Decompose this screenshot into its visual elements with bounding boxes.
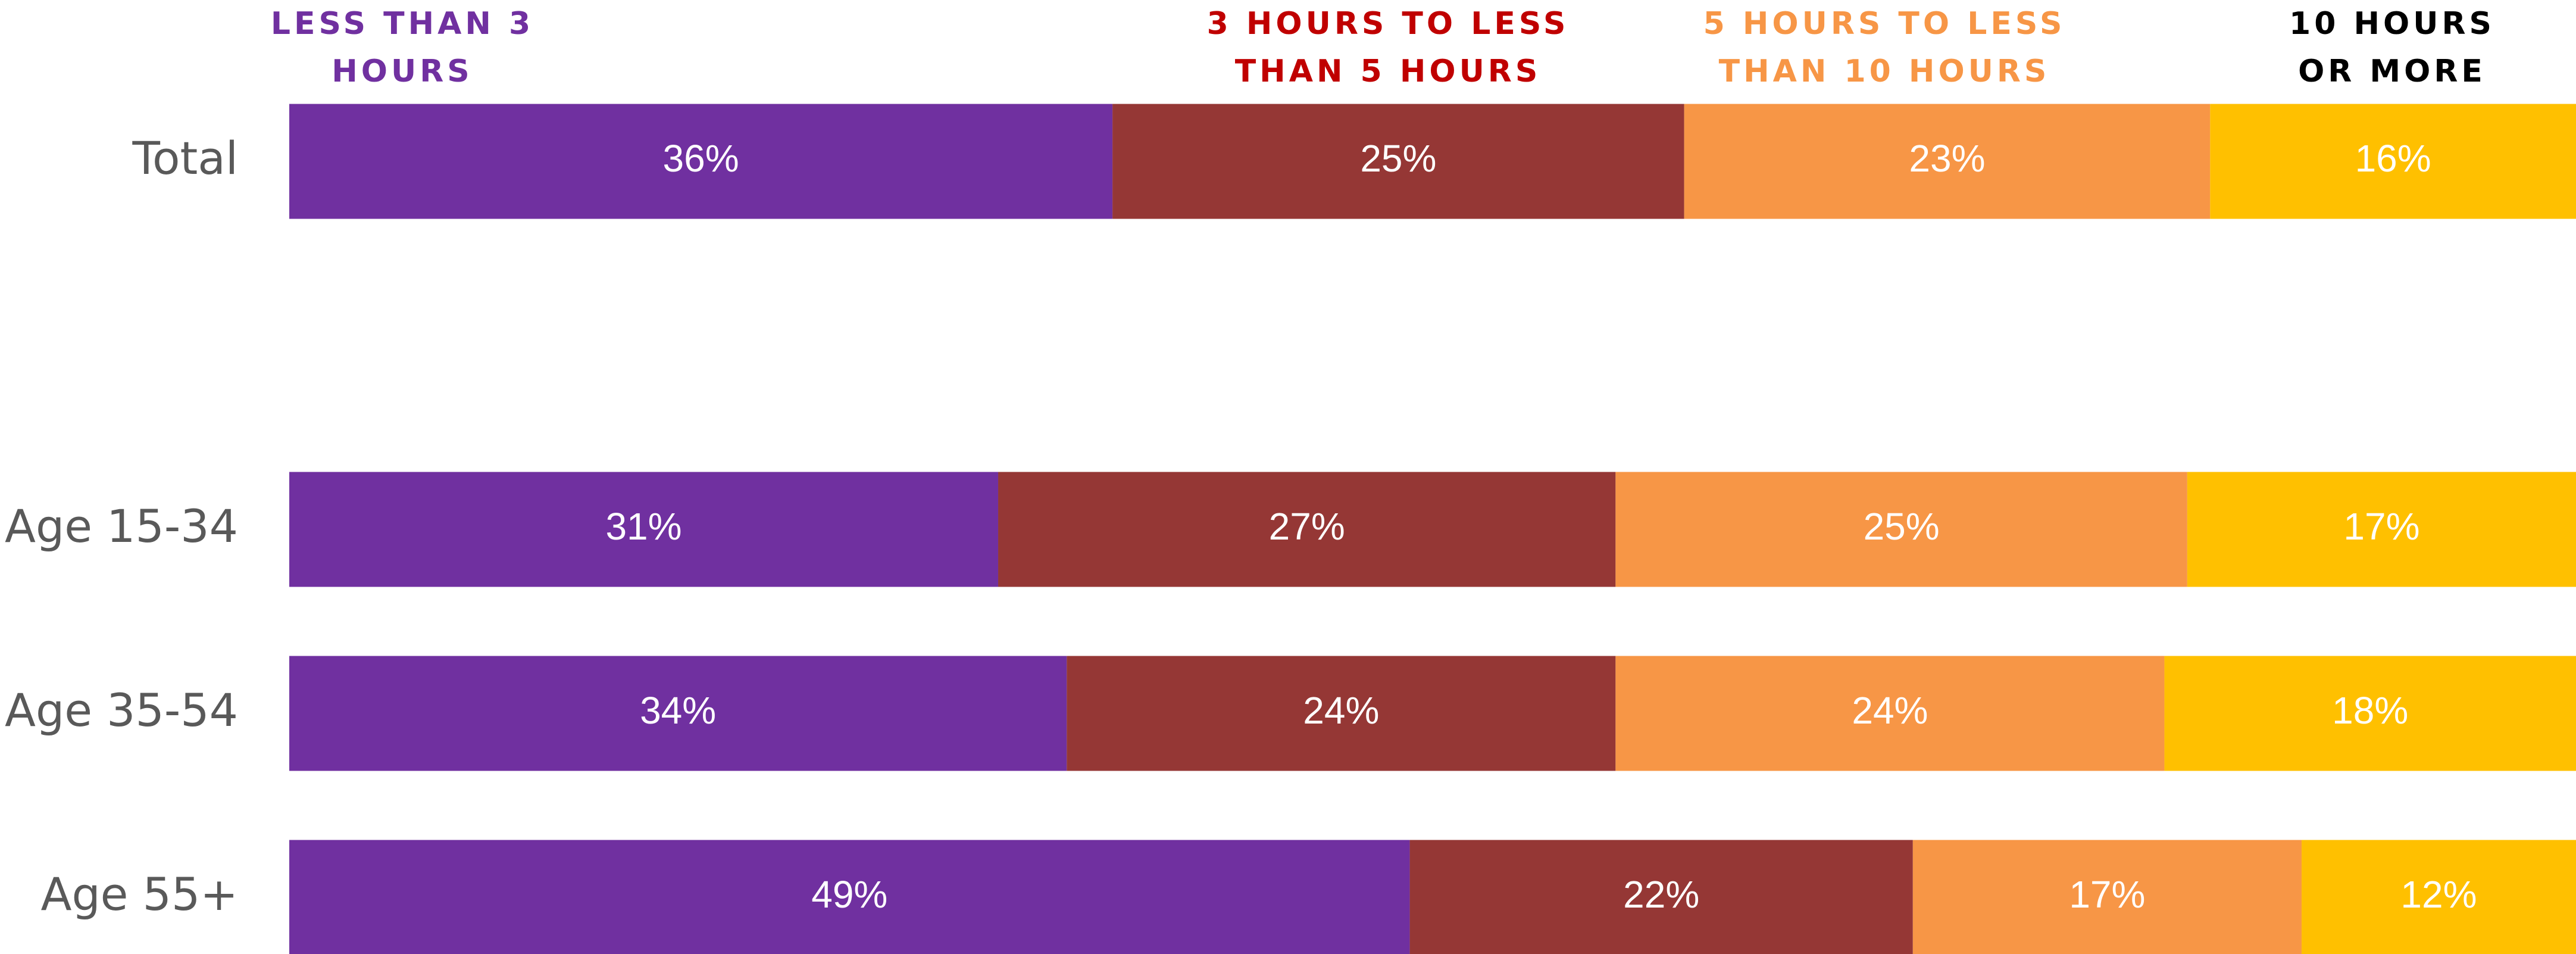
bar-segment xyxy=(2187,472,2576,587)
value-label: 24% xyxy=(1303,689,1379,732)
bar-segment xyxy=(998,472,1616,587)
bar-segment xyxy=(1684,104,2211,219)
value-label: 16% xyxy=(2355,137,2431,180)
value-label: 49% xyxy=(811,873,887,916)
value-label: 17% xyxy=(2343,505,2419,548)
value-label: 23% xyxy=(1909,137,1985,180)
bar-segment xyxy=(1067,656,1616,771)
bar-segment xyxy=(1615,472,2187,587)
value-label: 22% xyxy=(1623,873,1699,916)
legend-label: 3 HOURS TO LESS THAN 5 HOURS xyxy=(1206,6,1570,89)
category-label: Age 55+ xyxy=(40,868,238,921)
category-label: Age 35-54 xyxy=(5,684,238,737)
bar-segment xyxy=(289,104,1113,219)
value-label: 34% xyxy=(640,689,716,732)
bar-segment xyxy=(289,840,1410,954)
bar-segment xyxy=(1912,840,2302,954)
bar-segment xyxy=(1409,840,1913,954)
bar-segment xyxy=(2210,104,2576,219)
legend-label: 10 HOURS OR MORE xyxy=(2289,6,2495,89)
bar-segment xyxy=(1615,656,2165,771)
value-label: 36% xyxy=(663,137,739,180)
bar-segment xyxy=(289,472,999,587)
category-label: Total xyxy=(132,132,239,185)
value-label: 27% xyxy=(1269,505,1345,548)
value-label: 24% xyxy=(1852,689,1928,732)
category-label: Age 15-34 xyxy=(5,500,238,553)
value-label: 31% xyxy=(605,505,681,548)
legend-label: LESS THAN 3 HOURS xyxy=(270,6,534,89)
value-label: 17% xyxy=(2069,873,2145,916)
value-label: 18% xyxy=(2332,689,2408,732)
bar-segment xyxy=(2164,656,2576,771)
bar-segment xyxy=(1112,104,1684,219)
value-label: 25% xyxy=(1360,137,1436,180)
bar-segment xyxy=(2301,840,2576,954)
legend-label: 5 HOURS TO LESS THAN 10 HOURS xyxy=(1703,6,2066,89)
value-label: 25% xyxy=(1864,505,1940,548)
bar-segment xyxy=(289,656,1067,771)
value-label: 12% xyxy=(2400,873,2477,916)
